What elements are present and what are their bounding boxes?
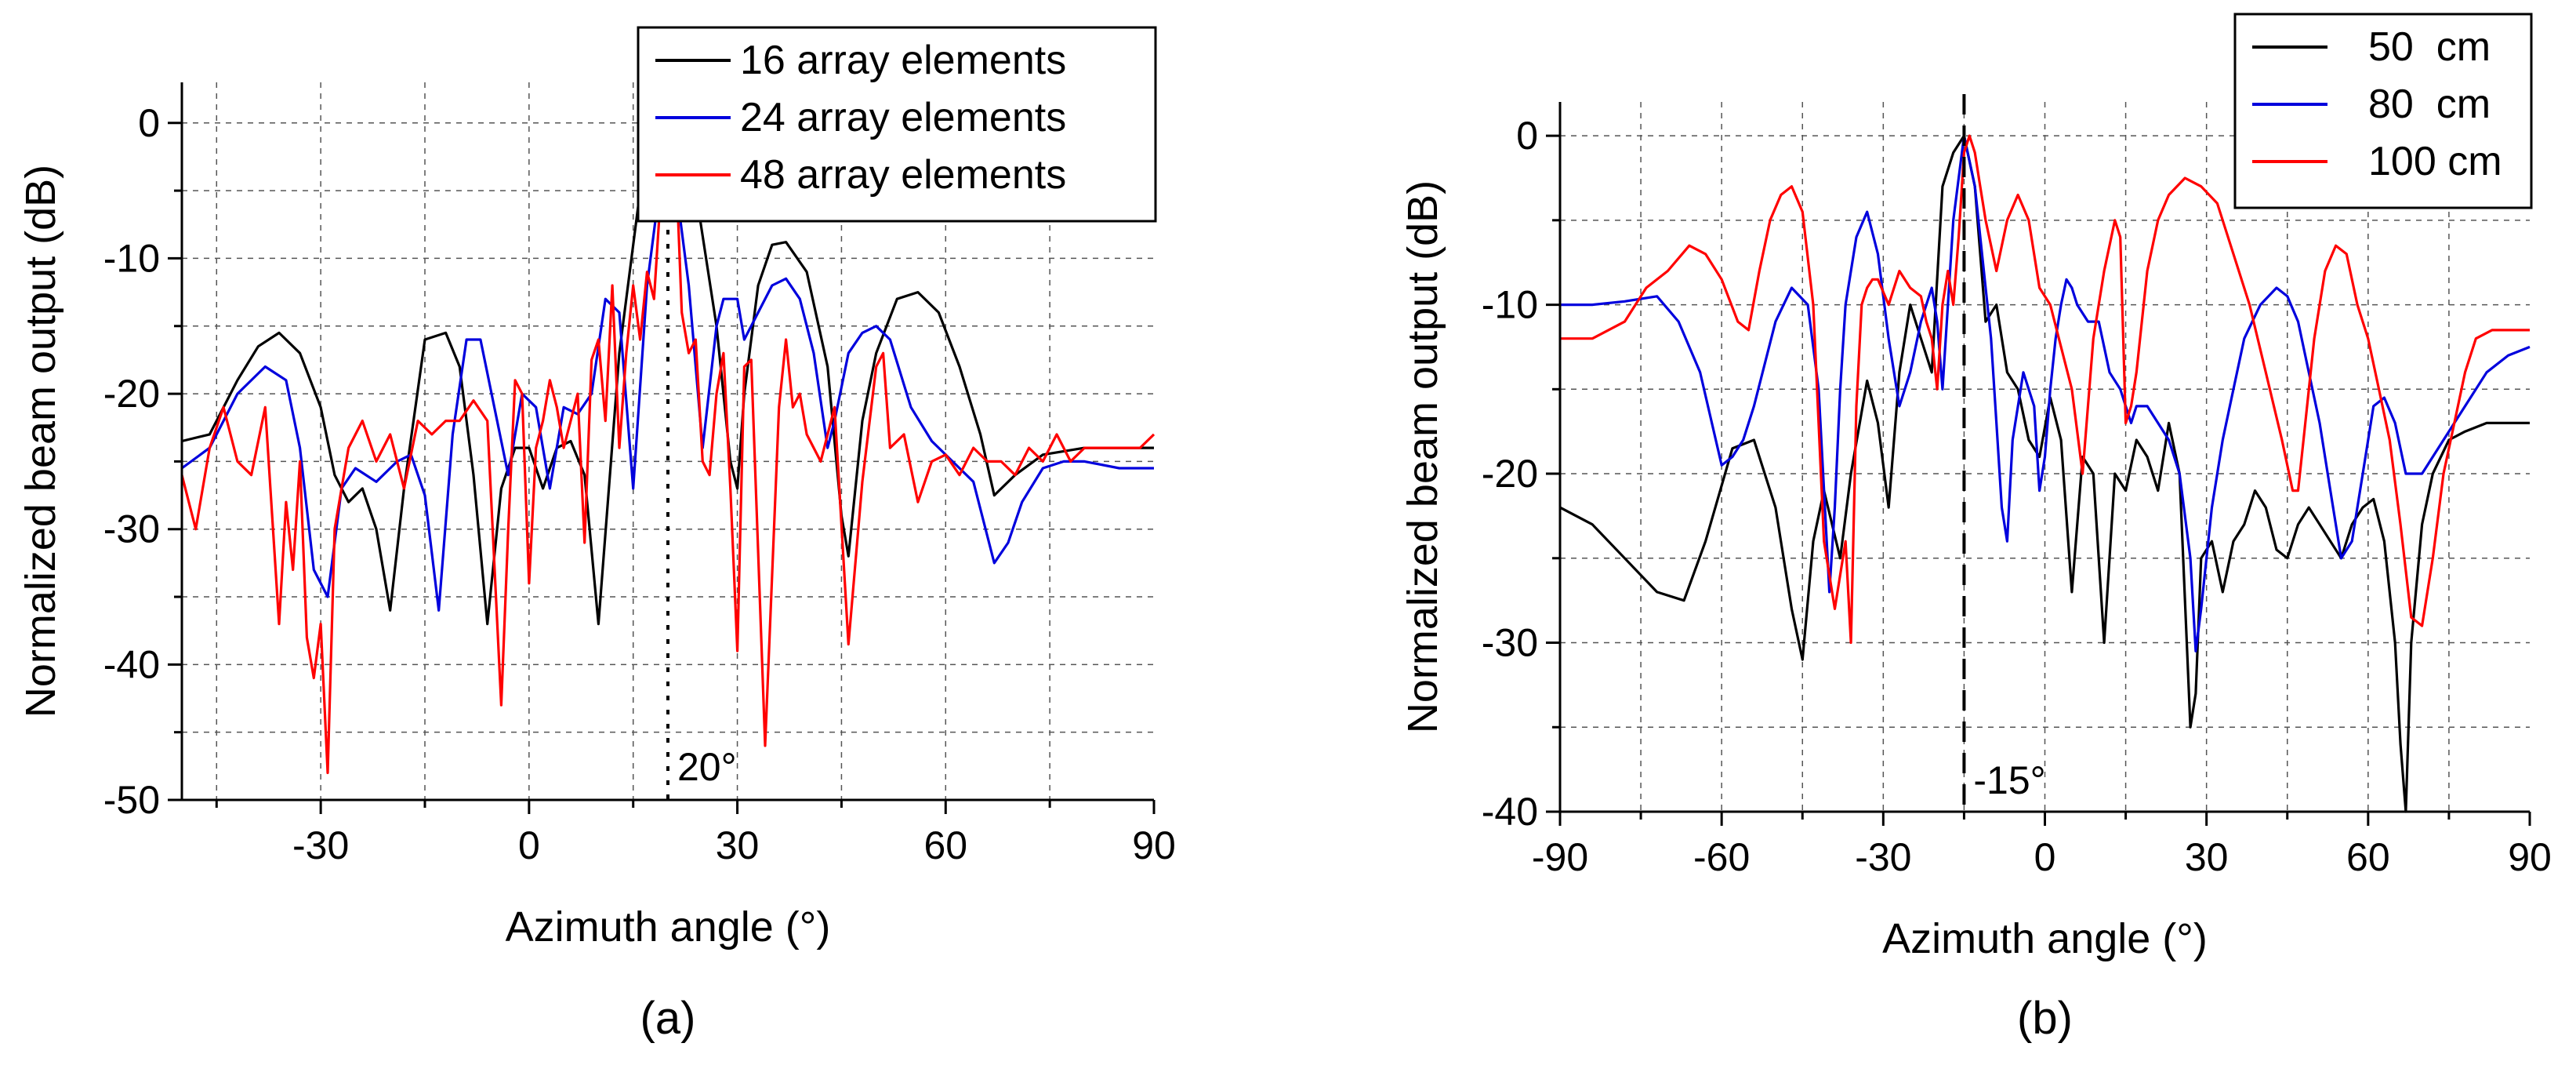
x-tick-label: 90 xyxy=(1132,823,1176,867)
panel-label: (b) xyxy=(2017,993,2073,1044)
y-tick-label: -10 xyxy=(103,236,160,280)
legend-label-1: 80 cm xyxy=(2368,82,2491,127)
series-line-2 xyxy=(1560,134,2530,645)
x-tick-label: 30 xyxy=(716,823,760,867)
series-line-1 xyxy=(1560,134,2531,652)
y-tick-label: 0 xyxy=(138,101,160,145)
x-tick-label: -90 xyxy=(1532,835,1588,879)
panel-label: (a) xyxy=(640,993,696,1044)
y-tick-label: -30 xyxy=(1482,621,1538,665)
legend-label-2: 48 array elements xyxy=(740,152,1066,198)
x-tick-label: 60 xyxy=(923,823,967,867)
y-tick-label: -50 xyxy=(103,778,160,822)
x-tick-label: 0 xyxy=(2034,835,2056,879)
chart-b: -15° -90 -60 -30 0 30 60 90 0 -10 -20 -30 -40 Azimuth… xyxy=(1399,13,2552,1044)
y-tick-label: -30 xyxy=(103,507,160,551)
x-axis-title: Azimuth angle (°) xyxy=(1882,915,2208,962)
series-line-2 xyxy=(180,122,1156,775)
series-line-0 xyxy=(181,122,1154,626)
x-axis-title: Azimuth angle (°) xyxy=(506,903,831,951)
legend-label-0: 50 cm xyxy=(2368,24,2491,70)
legend-label-1: 24 array elements xyxy=(740,95,1066,140)
x-tick-label: 60 xyxy=(2346,835,2390,879)
y-tick-label: -20 xyxy=(103,372,160,416)
x-tick-label: 90 xyxy=(2508,835,2552,879)
legend: 50 cm 80 cm 100 cm xyxy=(2233,13,2533,209)
marker-label: 20° xyxy=(677,745,737,789)
legend-label-2: 100 cm xyxy=(2368,139,2502,184)
y-tick-label: -40 xyxy=(103,642,160,686)
marker-label: -15° xyxy=(1973,758,2045,802)
y-axis-title: Normalized beam output (dB) xyxy=(1399,180,1446,733)
y-axis-title: Normalized beam output (dB) xyxy=(17,165,64,718)
chart-a: 20° -30 0 30 60 90 0 -10 -20 -30 -40 -50 Azimuth ang… xyxy=(17,26,1176,1044)
x-tick-label: 30 xyxy=(2185,835,2229,879)
legend-label-0: 16 array elements xyxy=(740,38,1066,83)
x-tick-label: -30 xyxy=(1855,835,1911,879)
series-line-0 xyxy=(1559,134,2530,813)
legend: 16 array elements 24 array elements 48 arr… xyxy=(637,26,1157,223)
y-tick-label: -40 xyxy=(1482,790,1538,834)
x-tick-label: -30 xyxy=(292,823,349,867)
y-tick-label: -20 xyxy=(1482,452,1538,496)
y-tick-label: 0 xyxy=(1516,114,1538,158)
x-tick-label: 0 xyxy=(518,823,540,867)
y-tick-label: -10 xyxy=(1482,283,1538,327)
x-tick-label: -60 xyxy=(1693,835,1750,879)
